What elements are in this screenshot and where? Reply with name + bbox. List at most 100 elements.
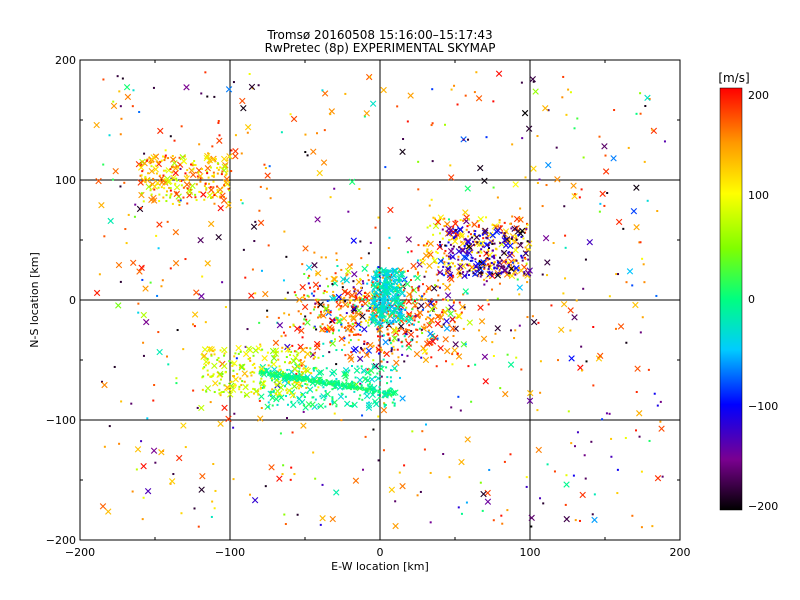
data-point-dot [523,272,526,275]
data-point-dot [233,412,236,415]
data-point-dot [605,412,608,415]
data-point-cross [300,422,307,429]
data-point-cross [221,362,228,370]
data-point-dot [514,273,517,276]
data-point-dot [451,363,454,366]
data-point-dot [491,249,494,252]
data-point-dot [404,332,407,335]
data-point-cross [380,86,387,94]
data-point-cross [418,294,425,302]
data-point-dot [312,308,315,311]
data-point-dot [387,302,390,305]
data-point-dot [305,386,308,389]
data-point-cross [500,249,508,257]
x-tick-label: −200 [65,546,95,559]
data-point-dot [180,184,183,187]
data-point-dot [195,199,198,202]
data-point-dot [281,372,284,375]
data-point-dot [330,381,333,384]
data-point-dot [282,464,285,467]
data-point-dot [572,474,575,477]
data-point-dot [226,170,229,173]
data-point-dot [353,304,356,307]
data-point-dot [481,509,484,512]
data-point-dot [269,374,272,377]
data-point-dot [394,500,397,503]
data-point-cross [353,367,361,374]
data-point-dot [429,224,432,227]
data-point-dot [445,244,448,247]
data-point-dot [212,180,215,183]
data-point-dot [378,287,381,290]
data-point-cross [465,239,472,246]
data-point-cross [424,340,431,347]
data-point-dot [384,292,387,295]
data-point-cross [486,270,493,278]
data-point-cross [150,154,157,161]
data-point-dot [392,286,395,289]
data-point-dot [274,383,277,386]
data-point-dot [406,269,409,272]
data-point-dot [393,275,396,278]
data-point-dot [430,198,433,201]
data-point-dot [402,289,405,292]
data-point-dot [382,390,385,393]
data-point-dot [430,124,433,127]
data-point-dot [284,297,287,300]
data-point-dot [232,369,235,372]
data-point-dot [323,398,326,401]
data-point-dot [206,369,209,372]
data-point-dot [213,507,216,510]
data-point-dot [467,235,470,238]
data-point-cross [289,392,297,399]
data-point-dot [401,345,404,348]
data-point-dot [294,294,297,297]
data-point-dot [510,237,513,240]
data-point-dot [450,88,453,91]
data-point-dot [397,356,400,359]
data-point-dot [339,307,342,310]
data-point-cross [431,302,438,310]
data-point-dot [468,224,471,227]
data-point-dot [258,399,261,402]
data-point-cross [290,357,297,365]
data-point-dot [281,473,284,476]
data-point-dot [345,274,348,277]
data-point-dot [486,237,489,240]
data-point-dot [296,396,299,399]
data-point-cross [392,389,399,396]
data-point-dot [323,289,326,292]
data-point-dot [613,109,616,112]
data-point-dot [348,329,351,332]
data-point-dot [244,276,247,279]
data-point-dot [383,307,386,310]
data-point-dot [210,515,213,518]
data-point-cross [405,318,413,325]
data-point-cross [518,267,525,274]
data-point-dot [331,401,334,404]
data-point-dot [221,390,224,393]
data-point-dot [259,370,262,373]
data-point-dot [387,306,390,309]
data-point-dot [467,138,470,141]
data-point-dot [386,281,389,284]
data-point-dot [362,386,365,389]
data-point-cross [217,186,224,193]
data-point-dot [481,245,484,248]
data-point-dot [366,402,369,405]
data-point-dot [483,268,486,271]
data-point-dot [260,269,263,272]
data-point-dot [392,398,395,401]
data-point-cross [493,228,501,236]
data-point-dot [102,78,105,81]
data-point-dot [567,410,570,413]
data-point-cross [158,449,165,456]
data-point-dot [391,388,394,391]
data-point-cross [478,318,486,325]
data-point-dot [422,258,425,261]
data-point-dot [432,216,435,219]
data-point-dot [423,275,426,278]
data-point-dot [319,395,322,398]
data-point-dot [464,94,467,97]
